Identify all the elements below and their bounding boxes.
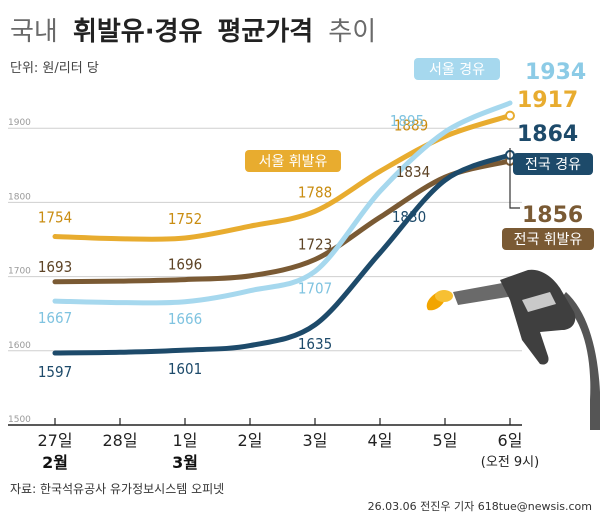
x-month-mar: 3월 xyxy=(172,453,198,472)
y-tick-1900: 1900 xyxy=(8,118,31,128)
data-label-national_diesel: 1597 xyxy=(38,363,72,381)
data-label-national_gasoline: 1693 xyxy=(38,258,72,276)
y-tick-1700: 1700 xyxy=(8,267,31,277)
data-label-national_diesel: 1635 xyxy=(298,335,332,353)
data-label-seoul_diesel: 1707 xyxy=(298,279,332,297)
legend-tag-label: 전국 경유 xyxy=(525,157,581,173)
legend-tag-seoul_gasoline: 서울 휘발유 xyxy=(245,150,341,172)
legend-tag-bg xyxy=(513,153,593,175)
legend-tag-seoul_diesel: 서울 경유 xyxy=(414,58,500,80)
y-tick-1600: 1600 xyxy=(8,341,31,351)
title-trend: 추이 xyxy=(328,17,376,47)
data-label-national_diesel: 1830 xyxy=(392,208,426,226)
legend-tag-national_gasoline: 전국 휘발유 xyxy=(502,228,594,250)
x-tick-label: 2일 xyxy=(238,431,263,450)
x-tick-label: 28일 xyxy=(102,431,137,450)
y-tick-1500: 1500 xyxy=(8,415,31,425)
data-label-seoul_gasoline: 1752 xyxy=(168,210,202,228)
unit-label: 단위: 원/리터 당 xyxy=(10,61,99,76)
data-label-national_gasoline: 1696 xyxy=(168,256,202,274)
title-fuel: 휘발유·경유 xyxy=(73,17,203,47)
fuel-nozzle-icon xyxy=(426,269,600,430)
data-label-seoul_gasoline: 1889 xyxy=(394,116,428,134)
legend-tag-label: 서울 휘발유 xyxy=(259,154,328,170)
end-marker-seoul_gasoline xyxy=(505,110,515,121)
chart-title: 국내 휘발유·경유 평균가격 추이 xyxy=(10,17,376,47)
title-avg-price: 평균가격 xyxy=(218,17,314,47)
legend-tag-bg xyxy=(502,228,594,250)
end-value-national_diesel: 1864 xyxy=(517,122,578,147)
y-tick-1800: 1800 xyxy=(8,192,31,202)
x-time-note: (오전 9시) xyxy=(481,455,539,470)
x-tick-label: 3일 xyxy=(303,431,328,450)
end-value-seoul_gasoline: 1917 xyxy=(517,88,578,113)
x-month-feb: 2월 xyxy=(42,453,68,472)
data-labels: 1754 1752 1788 1889 1667 1666 1707 1895 1693 1696… xyxy=(38,60,586,381)
source-text: 자료: 한국석유공사 유가정보시스템 오피넷 xyxy=(10,482,224,496)
data-label-national_diesel: 1601 xyxy=(168,360,202,378)
data-label-national_gasoline: 1723 xyxy=(298,236,332,254)
x-tick-label: 27일 xyxy=(37,431,72,450)
line-national_gasoline xyxy=(52,158,513,285)
legend-tag-bg xyxy=(414,58,500,80)
x-tick-label: 5일 xyxy=(433,431,458,450)
x-tick-label: 1일 xyxy=(173,431,198,450)
data-label-seoul_gasoline: 1754 xyxy=(38,209,72,227)
end-value-seoul_diesel: 1934 xyxy=(525,60,586,85)
legend-tag-national_diesel: 전국 경유 xyxy=(513,153,593,175)
line-seoul_diesel xyxy=(52,100,513,306)
data-label-seoul_diesel: 1895 xyxy=(390,112,424,130)
legend-tag-label: 서울 경유 xyxy=(429,62,485,78)
title-pre: 국내 xyxy=(10,17,58,47)
line-national_diesel xyxy=(52,152,513,356)
x-tick-label: 4일 xyxy=(368,431,393,450)
grid-layer: 1500 1600 1700 1800 1900 27일 28일 1일 2일 3일 4일 5일 6일 2월… xyxy=(8,118,539,472)
data-label-seoul_diesel: 1666 xyxy=(168,310,202,328)
data-label-national_gasoline: 1834 xyxy=(396,163,430,181)
legend-tag-label: 전국 휘발유 xyxy=(514,232,583,248)
end-value-national_gasoline: 1856 xyxy=(522,203,583,228)
end-connector xyxy=(509,148,520,209)
data-label-seoul_diesel: 1667 xyxy=(38,309,72,327)
data-label-seoul_gasoline: 1788 xyxy=(298,183,332,201)
legend-tag-bg xyxy=(245,150,341,172)
series-lines xyxy=(52,100,515,356)
x-tick-label: 6일 xyxy=(498,431,523,450)
credit-text: 26.03.06 전진우 기자 618tue@newsis.com xyxy=(368,500,592,513)
